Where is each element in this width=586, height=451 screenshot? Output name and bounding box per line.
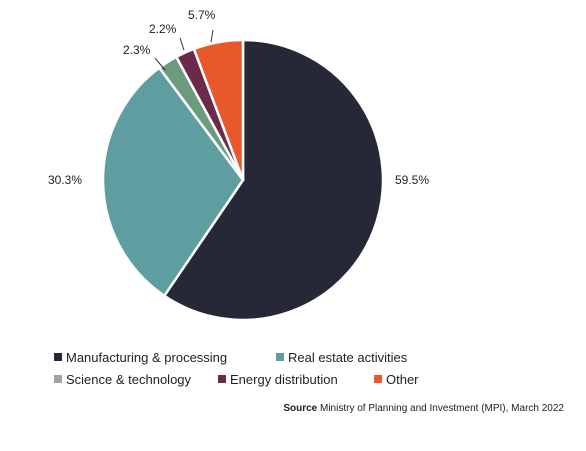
slice-value-label-0: 59.5% xyxy=(395,173,429,187)
leader-line-4 xyxy=(210,29,214,43)
legend-swatch-energy xyxy=(218,375,226,383)
pie-chart: 59.5% 30.3% 2.3% 2.2% 5.7% xyxy=(48,8,429,322)
legend-swatch-manufacturing xyxy=(54,353,62,361)
legend-item-energy: Energy distribution xyxy=(218,372,374,387)
legend-row-1: Manufacturing & processing Real estate a… xyxy=(54,346,474,368)
source-note: Source Ministry of Planning and Investme… xyxy=(283,403,564,414)
legend-label-manufacturing: Manufacturing & processing xyxy=(66,349,228,365)
chart-legend: Manufacturing & processing Real estate a… xyxy=(54,346,474,390)
slice-value-label-4: 5.7% xyxy=(188,8,216,22)
legend-label-real-estate: Real estate activities xyxy=(288,349,408,365)
slice-value-label-1: 30.3% xyxy=(48,173,82,187)
legend-item-other: Other xyxy=(374,372,419,387)
pie-slice-real-estate-activities xyxy=(101,66,245,298)
legend-label-science: Science & technology xyxy=(66,371,192,387)
legend-label-energy: Energy distribution xyxy=(230,371,338,387)
legend-item-manufacturing: Manufacturing & processing xyxy=(54,350,276,365)
legend-swatch-science xyxy=(54,375,62,383)
slice-value-label-3: 2.2% xyxy=(149,22,177,36)
pie-chart-svg: 59.5% 30.3% 2.3% 2.2% 5.7% xyxy=(48,8,429,322)
legend-label-other: Other xyxy=(386,371,419,387)
leader-line-3 xyxy=(179,37,185,51)
slice-value-label-2: 2.3% xyxy=(123,43,151,57)
pie-slice-other xyxy=(192,38,245,182)
source-text: Ministry of Planning and Investment (MPI… xyxy=(317,403,564,414)
legend-swatch-other xyxy=(374,375,382,383)
source-label: Source xyxy=(283,403,318,414)
legend-swatch-real-estate xyxy=(276,353,284,361)
legend-row-2: Science & technology Energy distribution… xyxy=(54,368,474,390)
legend-item-science: Science & technology xyxy=(54,372,218,387)
leader-line-2 xyxy=(154,57,166,71)
pie-slice-manufacturing-processing xyxy=(163,38,385,322)
legend-item-real-estate: Real estate activities xyxy=(276,350,407,365)
